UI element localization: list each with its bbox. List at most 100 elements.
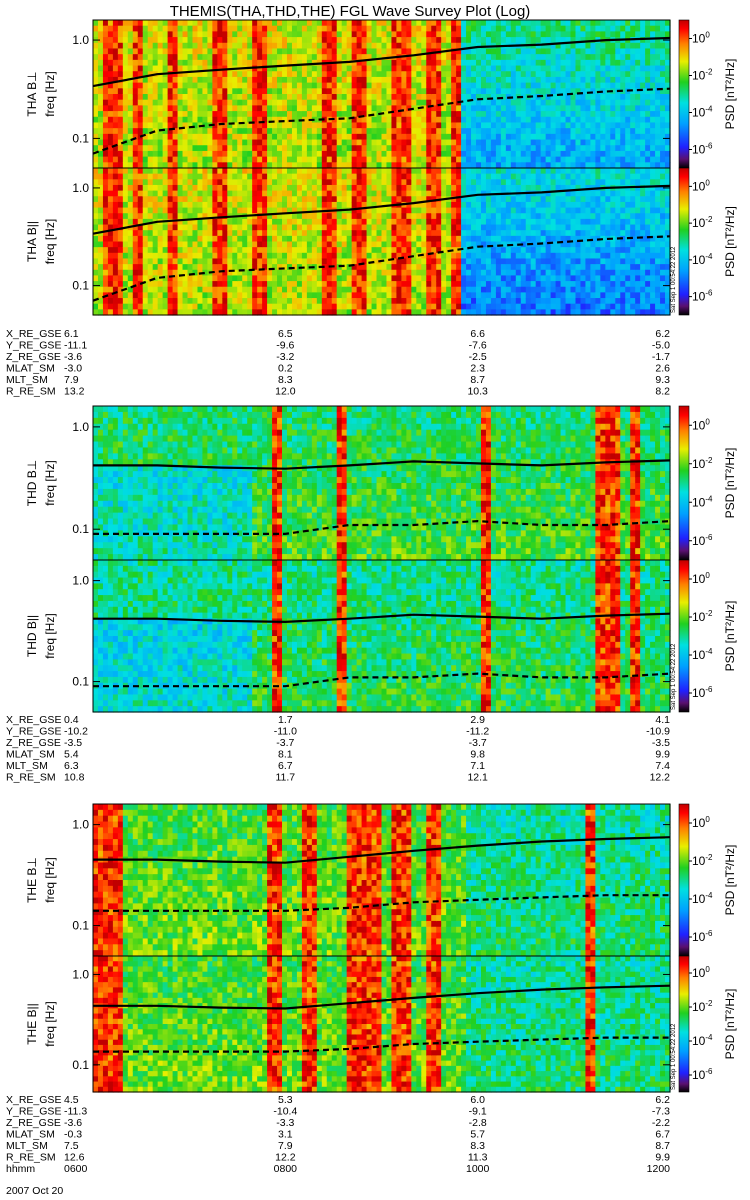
spectrogram-cell (117, 168, 124, 175)
spectrogram-cell (282, 82, 288, 89)
spectrogram-cell (177, 309, 184, 316)
spectrogram-cell (391, 168, 398, 175)
spectrogram-cell (416, 128, 422, 135)
spectrogram-cell (286, 258, 293, 265)
spectrogram-cell (406, 94, 412, 101)
spectrogram-cell (426, 269, 432, 277)
spectrogram-cell (505, 145, 512, 152)
spectrogram-cell (426, 156, 432, 163)
spectrogram-cell (197, 201, 204, 209)
spectrogram-cell (600, 145, 606, 152)
spectrogram-cell (426, 264, 432, 271)
spectrogram-cell (361, 88, 368, 95)
spectrogram-cell (471, 42, 477, 50)
spectrogram-cell (112, 269, 119, 277)
spectrogram-cell (282, 258, 288, 265)
spectrogram-cell (167, 173, 174, 180)
spectrogram-cell (197, 298, 204, 305)
spectrogram-cell (361, 309, 368, 316)
spectrogram-cell (242, 31, 248, 38)
spectrogram-cell (336, 269, 343, 277)
spectrogram-cell (282, 48, 288, 55)
spectrogram-cell (346, 179, 353, 186)
spectrogram-cell (480, 139, 487, 146)
spectrogram-cell (431, 179, 437, 186)
spectrogram-cell (515, 99, 522, 106)
spectrogram-cell (381, 133, 388, 141)
spectrogram-cell (361, 298, 368, 305)
spectrogram-cell (570, 82, 577, 89)
spectrogram-cell (147, 184, 154, 192)
spectrogram-cell (202, 54, 208, 61)
spectrogram-cell (102, 128, 109, 135)
spectrogram-cell (366, 275, 373, 282)
spectrogram-cell (102, 298, 109, 305)
spectrogram-cell (122, 25, 129, 32)
spectrogram-cell (162, 173, 169, 180)
spectrogram-cell (107, 247, 114, 254)
spectrogram-cell (635, 105, 641, 112)
spectrogram-cell (247, 76, 253, 84)
spectrogram-cell (182, 190, 189, 197)
spectrogram-cell (301, 20, 308, 27)
spectrogram-cell (655, 162, 661, 169)
spectrogram-cell (93, 116, 99, 124)
spectrogram-cell (406, 213, 412, 220)
spectrogram-cell (127, 20, 134, 27)
spectrogram-cell (227, 241, 233, 248)
spectrogram-cell (321, 116, 328, 124)
spectrogram-cell (187, 264, 194, 271)
spectrogram-cell (291, 196, 298, 203)
spectrogram-cell (192, 145, 199, 152)
spectrogram-cell (207, 230, 213, 237)
spectrogram-cell (386, 292, 393, 299)
spectrogram-cell (615, 139, 621, 146)
spectrogram-cell (177, 37, 184, 44)
spectrogram-cell (371, 292, 378, 299)
spectrogram-cell (202, 258, 208, 265)
spectrogram-cell (97, 111, 104, 118)
spectrogram-cell (421, 156, 427, 163)
spectrogram-cell (311, 111, 318, 118)
spectrogram-cell (660, 105, 666, 112)
spectrogram-cell (152, 190, 159, 197)
spectrogram-cell (132, 42, 139, 50)
spectrogram-cell (471, 71, 477, 78)
spectrogram-cell (217, 145, 223, 152)
spectrogram-cell (127, 94, 134, 101)
spectrogram-cell (401, 94, 407, 101)
spectrogram-cell (605, 76, 611, 84)
spectrogram-cell (361, 258, 368, 265)
spectrogram-cell (306, 111, 313, 118)
spectrogram-cell (207, 184, 213, 192)
spectrogram-cell (386, 258, 393, 265)
spectrogram-cell (217, 224, 223, 231)
spectrogram-cell (605, 20, 611, 27)
spectrogram-cell (456, 184, 462, 192)
spectrogram-cell (177, 145, 184, 152)
spectrogram-cell (262, 59, 268, 67)
spectrogram-cell (187, 258, 194, 265)
spectrogram-cell (401, 139, 407, 146)
spectrogram-cell (286, 184, 293, 192)
spectrogram-cell (660, 42, 666, 50)
spectrogram-cell (237, 281, 243, 288)
spectrogram-cell (525, 99, 532, 106)
spectrogram-cell (152, 94, 159, 101)
spectrogram-cell (311, 298, 318, 305)
spectrogram-cell (252, 190, 258, 197)
spectrogram-cell (197, 173, 204, 180)
spectrogram-cell (97, 207, 104, 214)
spectrogram-cell (227, 168, 233, 175)
spectrogram-cell (480, 133, 487, 141)
spectrogram-cell (461, 20, 467, 27)
spectrogram-cell (381, 150, 388, 158)
spectrogram-cell (282, 179, 288, 186)
spectrogram-cell (431, 31, 437, 38)
spectrogram-cell (172, 145, 179, 152)
spectrogram-cell (122, 156, 129, 163)
spectrogram-cell (366, 173, 373, 180)
spectrogram-cell (172, 230, 179, 237)
spectrogram-cell (366, 298, 373, 305)
spectrogram-cell (416, 54, 422, 61)
